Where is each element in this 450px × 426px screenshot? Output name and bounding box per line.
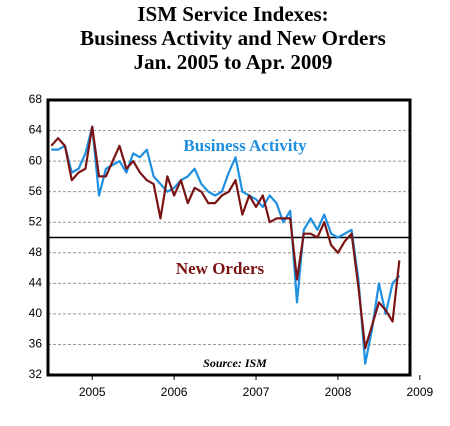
series-line	[50, 125, 401, 350]
chart-title: ISM Service Indexes:	[137, 2, 328, 26]
x-tick-label: 2005	[79, 385, 106, 399]
chart-title: Business Activity and New Orders	[80, 26, 386, 50]
y-tick-label: 44	[29, 276, 43, 290]
y-tick-label: 40	[29, 306, 43, 320]
source-note: Source: ISM	[203, 356, 267, 370]
series-line	[51, 125, 401, 365]
series-label: New Orders	[176, 259, 265, 278]
chart-title: Jan. 2005 to Apr. 2009	[134, 50, 333, 74]
plot-frame	[46, 98, 412, 377]
y-tick-label: 36	[29, 337, 43, 351]
y-tick-label: 64	[29, 123, 43, 137]
y-tick-label: 52	[29, 214, 43, 228]
x-tick-label: 2007	[243, 385, 270, 399]
x-tick-label: 2009	[406, 385, 433, 399]
y-tick-label: 60	[29, 153, 43, 167]
y-tick-label: 56	[29, 184, 43, 198]
y-tick-label: 32	[29, 367, 43, 381]
x-tick-label: 2006	[161, 385, 188, 399]
y-tick-label: 68	[29, 92, 43, 106]
series-label: Business Activity	[183, 136, 307, 155]
x-tick-label: 2008	[325, 385, 352, 399]
y-tick-label: 48	[29, 245, 43, 259]
